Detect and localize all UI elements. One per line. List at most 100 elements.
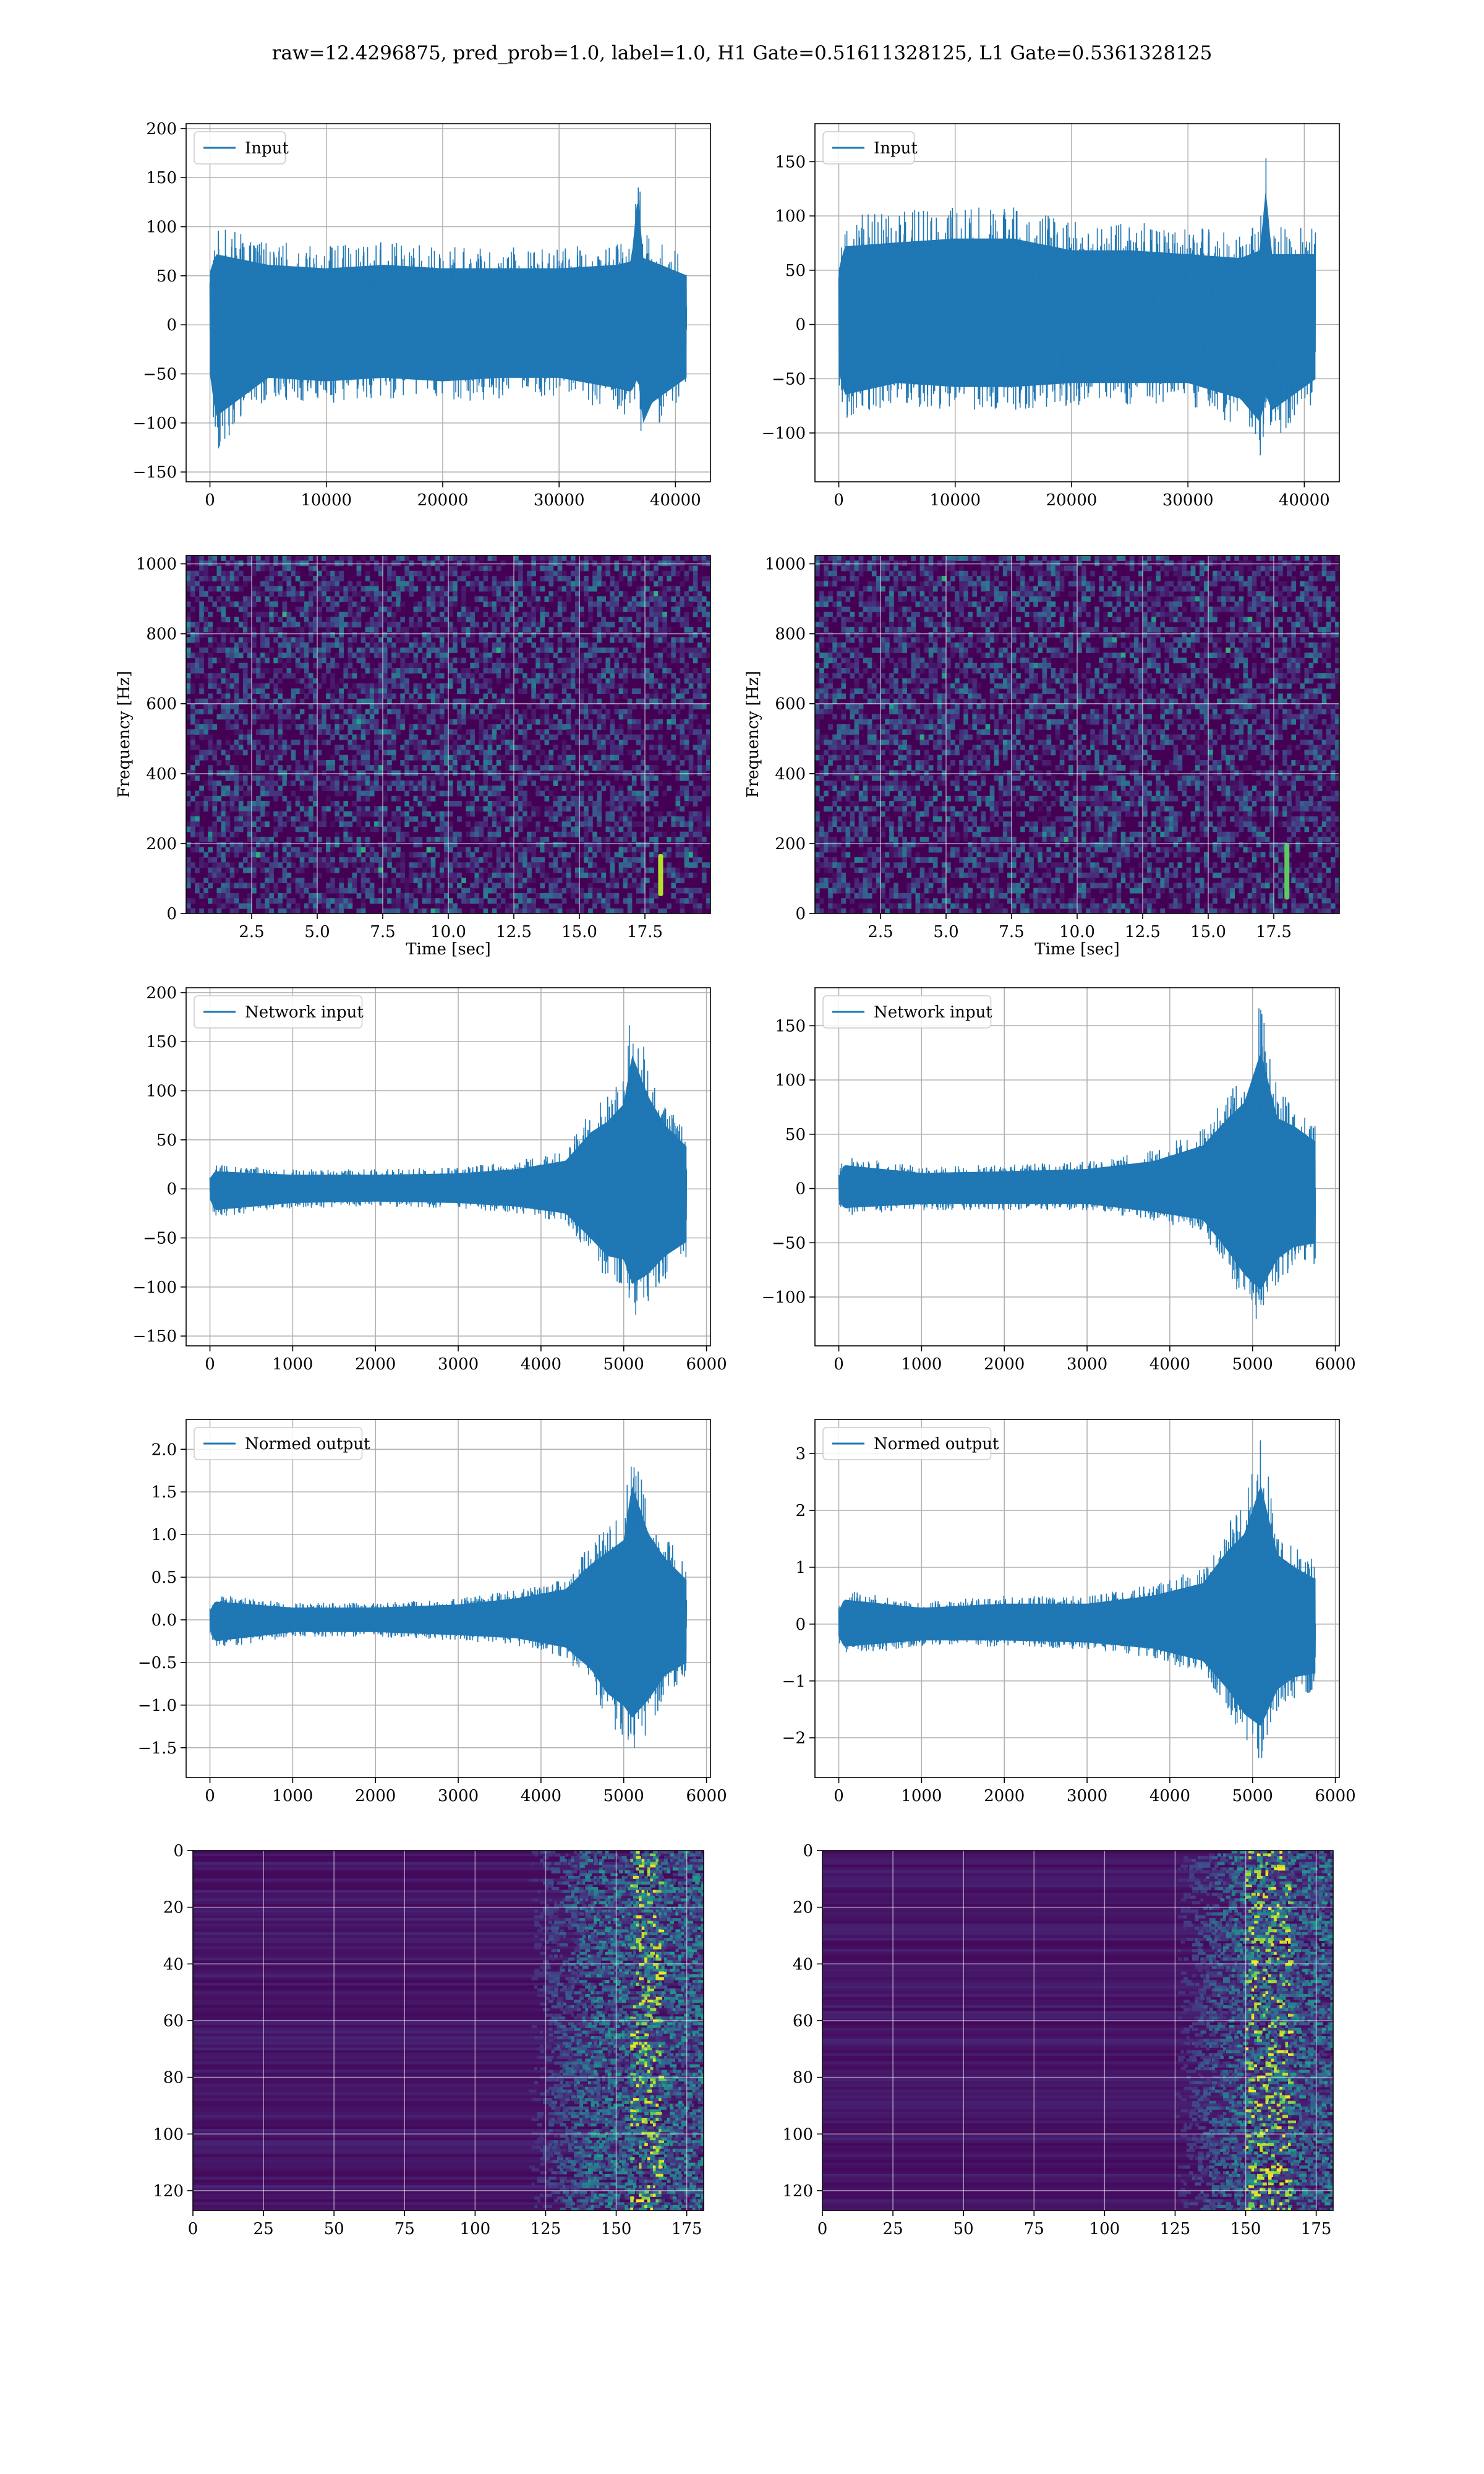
h1-spectrogram-cell <box>396 576 401 581</box>
h1-spectrogram-cell <box>439 888 445 894</box>
h1-spectrogram-cell <box>265 586 270 592</box>
h1-spectrogram-cell <box>216 842 222 848</box>
h1-spectrogram-cell <box>610 729 615 735</box>
h1-spectrogram-cell <box>373 821 379 827</box>
h1-spectrogram-cell <box>242 750 248 756</box>
h1-spectrogram-cell <box>531 596 536 602</box>
h1-spectrogram-cell <box>404 668 409 674</box>
h1-spectrogram-cell <box>435 852 440 858</box>
h1-spectrogram-cell <box>330 842 335 848</box>
h1-spectrogram-cell <box>252 852 257 858</box>
h1-spectrogram-cell <box>466 617 471 623</box>
h1-spectrogram-cell <box>335 612 339 617</box>
h1-spectrogram-cell <box>588 678 593 684</box>
h1-spectrogram-cell <box>299 642 305 648</box>
h1-spectrogram-cell <box>426 668 432 674</box>
h1-spectrogram-cell <box>439 612 445 617</box>
h1-spectrogram-cell <box>509 821 514 827</box>
h1-spectrogram-cell <box>225 878 231 883</box>
h1-spectrogram-cell <box>439 836 445 842</box>
h1-spectrogram-cell <box>322 903 326 909</box>
h1-spectrogram-cell <box>273 709 278 714</box>
h1-spectrogram-cell <box>356 806 362 812</box>
h1-spectrogram-cell <box>330 760 335 766</box>
h1-spectrogram-cell <box>470 703 475 709</box>
h1-spectrogram-cell <box>474 596 480 602</box>
h1-spectrogram-cell <box>474 714 480 720</box>
h1-spectrogram-cell <box>570 617 576 623</box>
h1-spectrogram-cell <box>518 653 523 659</box>
h1-spectrogram-cell <box>396 811 401 817</box>
h1-spectrogram-cell <box>247 903 252 909</box>
h1-spectrogram-cell <box>570 765 576 771</box>
h1-spectrogram-cell <box>216 627 222 633</box>
h1-spectrogram-cell <box>422 765 427 771</box>
h1-spectrogram-cell <box>378 898 383 904</box>
h1-spectrogram-cell <box>509 775 514 781</box>
h1-spectrogram-cell <box>588 642 593 648</box>
h1-spectrogram-cell <box>557 821 563 827</box>
h1-spectrogram-cell <box>295 739 301 745</box>
h1-spectrogram-cell <box>229 898 235 904</box>
h1-spectrogram-cell <box>605 709 611 714</box>
h1-spectrogram-cell <box>483 637 488 643</box>
h1-spectrogram-cell <box>500 898 506 904</box>
h1-spectrogram-cell <box>378 693 383 700</box>
h1-spectrogram-cell <box>597 570 602 576</box>
h1-spectrogram-cell <box>256 801 261 807</box>
h1-spectrogram-cell <box>492 739 497 745</box>
h1-spectrogram-cell <box>514 637 519 643</box>
h1-spectrogram-cell <box>282 703 288 709</box>
h1-spectrogram-cell <box>614 683 620 689</box>
h1-spectrogram-cell <box>238 662 244 669</box>
h1-spectrogram-cell <box>453 657 458 664</box>
h1-spectrogram-cell <box>570 755 576 761</box>
h1-spectrogram-cell <box>417 724 423 730</box>
h1-spectrogram-cell <box>360 770 366 776</box>
h1-spectrogram-cell <box>514 586 519 592</box>
h1-spectrogram-cell <box>557 601 563 607</box>
h1-spectrogram-cell <box>317 622 322 628</box>
h1-spectrogram-cell <box>330 601 335 607</box>
h1-spectrogram-cell <box>443 903 449 909</box>
h1-spectrogram-cell <box>330 775 335 781</box>
h1-spectrogram-cell <box>548 688 554 694</box>
h1-spectrogram-cell <box>470 750 475 756</box>
h1-spectrogram-cell <box>605 657 611 664</box>
h1-spectrogram-cell <box>453 586 458 592</box>
h1-spectrogram-cell <box>186 714 191 720</box>
h1-spectrogram-cell <box>422 642 427 648</box>
h1-spectrogram-cell <box>470 908 475 914</box>
h1-spectrogram-cell <box>195 570 200 576</box>
h1-spectrogram-cell <box>312 565 318 571</box>
h1-spectrogram-cell <box>574 581 580 587</box>
h1-spectrogram-cell <box>343 857 349 863</box>
h1-spectrogram-cell <box>531 693 536 700</box>
h1-spectrogram-cell <box>365 724 370 730</box>
h1-spectrogram-cell <box>369 596 375 602</box>
h1-spectrogram-cell <box>535 601 540 607</box>
h1-spectrogram-cell <box>330 801 335 807</box>
h1-spectrogram-cell <box>242 719 248 725</box>
h1-spectrogram-cell <box>221 862 226 868</box>
h1-spectrogram-cell <box>461 657 466 664</box>
h1-spectrogram-cell <box>566 790 571 797</box>
h1-spectrogram-cell <box>343 821 349 827</box>
h1-spectrogram-cell <box>234 627 239 633</box>
h1-spectrogram-cell <box>330 862 335 868</box>
h1-spectrogram-cell <box>282 570 288 576</box>
h1-spectrogram-cell <box>443 606 449 612</box>
h1-spectrogram-cell <box>448 565 453 571</box>
h1-spectrogram-cell <box>216 908 222 914</box>
h1-spectrogram-cell <box>479 709 484 714</box>
h1-spectrogram-cell <box>483 678 488 684</box>
h1-spectrogram-cell <box>273 555 278 561</box>
h1-spectrogram-cell <box>404 632 409 638</box>
h1-spectrogram-cell <box>352 862 357 868</box>
h1-spectrogram-cell <box>260 622 265 628</box>
h1-spectrogram-cell <box>527 617 532 623</box>
h1-spectrogram-cell <box>535 760 540 766</box>
h1-spectrogram-cell <box>335 653 339 659</box>
h1-spectrogram-cell <box>256 703 261 709</box>
h1-spectrogram-cell <box>487 678 493 684</box>
